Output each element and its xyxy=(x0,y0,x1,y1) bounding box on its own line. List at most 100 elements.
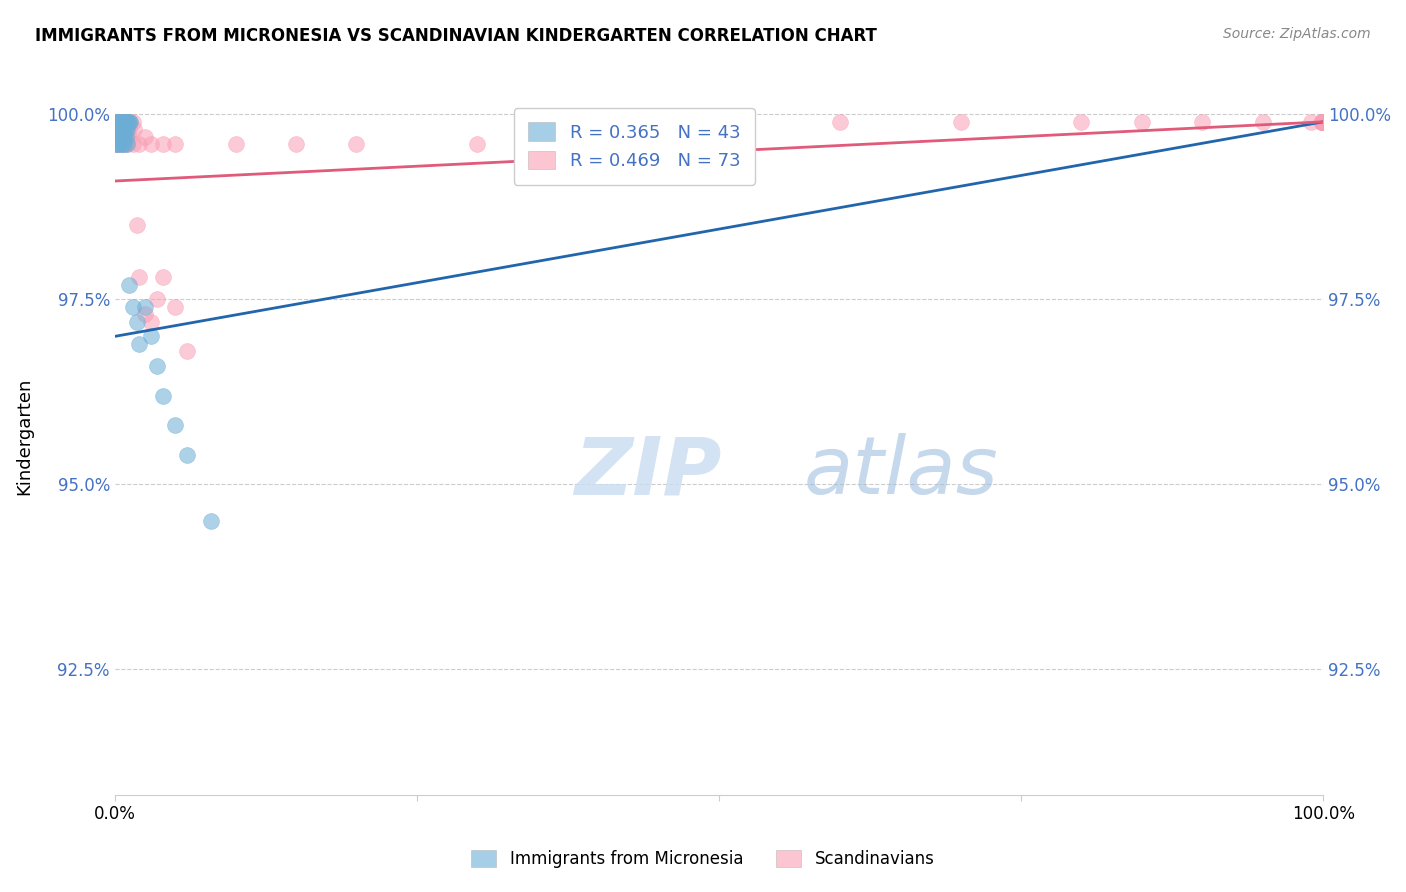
Point xyxy=(111,122,134,136)
Point xyxy=(128,136,150,151)
Point xyxy=(110,122,132,136)
Point xyxy=(108,115,131,129)
Point xyxy=(139,329,162,343)
Text: ZIP: ZIP xyxy=(574,434,721,511)
Y-axis label: Kindergarten: Kindergarten xyxy=(15,377,32,495)
Point xyxy=(114,129,136,144)
Point xyxy=(117,115,139,129)
Point xyxy=(105,115,128,129)
Point xyxy=(118,115,141,129)
Point xyxy=(107,129,129,144)
Point xyxy=(200,514,222,528)
Text: atlas: atlas xyxy=(804,434,998,511)
Point xyxy=(165,418,187,433)
Point xyxy=(125,315,148,329)
Point xyxy=(1310,115,1333,129)
Point xyxy=(285,136,308,151)
Point xyxy=(111,115,134,129)
Point xyxy=(112,136,135,151)
Point xyxy=(117,115,139,129)
Point xyxy=(110,122,132,136)
Point xyxy=(104,115,127,129)
Point xyxy=(139,136,162,151)
Point xyxy=(108,122,131,136)
Point xyxy=(111,122,134,136)
Point xyxy=(114,115,136,129)
Point xyxy=(112,129,135,144)
Point xyxy=(1310,115,1333,129)
Point xyxy=(828,115,851,129)
Point xyxy=(105,122,128,136)
Point xyxy=(105,136,128,151)
Point xyxy=(134,307,156,321)
Point xyxy=(115,136,138,151)
Point xyxy=(1070,115,1092,129)
Point xyxy=(112,115,135,129)
Point xyxy=(346,136,368,151)
Point xyxy=(112,115,135,129)
Point xyxy=(118,122,141,136)
Point xyxy=(134,300,156,314)
Point xyxy=(104,115,127,129)
Point xyxy=(128,270,150,285)
Text: IMMIGRANTS FROM MICRONESIA VS SCANDINAVIAN KINDERGARTEN CORRELATION CHART: IMMIGRANTS FROM MICRONESIA VS SCANDINAVI… xyxy=(35,27,877,45)
Point xyxy=(115,136,138,151)
Point xyxy=(1310,115,1333,129)
Point xyxy=(115,115,138,129)
Point xyxy=(112,136,135,151)
Point xyxy=(1310,115,1333,129)
Point xyxy=(107,122,129,136)
Point xyxy=(165,136,187,151)
Point xyxy=(120,115,142,129)
Text: Source: ZipAtlas.com: Source: ZipAtlas.com xyxy=(1223,27,1371,41)
Point xyxy=(1310,115,1333,129)
Point xyxy=(108,136,131,151)
Point xyxy=(176,344,198,359)
Point xyxy=(176,448,198,462)
Point xyxy=(1310,115,1333,129)
Point xyxy=(1310,115,1333,129)
Point xyxy=(118,129,141,144)
Point xyxy=(110,129,132,144)
Point xyxy=(707,115,730,129)
Point xyxy=(1191,115,1213,129)
Point xyxy=(107,129,129,144)
Point xyxy=(1251,115,1274,129)
Point xyxy=(128,336,150,351)
Point xyxy=(105,115,128,129)
Point xyxy=(122,115,145,129)
Point xyxy=(225,136,247,151)
Point xyxy=(122,300,145,314)
Point xyxy=(122,136,145,151)
Point xyxy=(118,277,141,292)
Point xyxy=(1310,115,1333,129)
Point xyxy=(114,122,136,136)
Point xyxy=(107,115,129,129)
Point xyxy=(111,136,134,151)
Legend: R = 0.365   N = 43, R = 0.469   N = 73: R = 0.365 N = 43, R = 0.469 N = 73 xyxy=(513,108,755,185)
Point xyxy=(111,115,134,129)
Point xyxy=(134,129,156,144)
Point xyxy=(146,359,169,373)
Point xyxy=(107,115,129,129)
Point xyxy=(114,115,136,129)
Point xyxy=(165,300,187,314)
Point xyxy=(120,115,142,129)
Point xyxy=(115,122,138,136)
Point xyxy=(111,136,134,151)
Point xyxy=(465,136,488,151)
Point xyxy=(139,315,162,329)
Point xyxy=(108,122,131,136)
Point xyxy=(108,136,131,151)
Point xyxy=(1310,115,1333,129)
Point xyxy=(152,388,174,402)
Point xyxy=(110,129,132,144)
Point xyxy=(125,219,148,233)
Point xyxy=(104,136,127,151)
Point xyxy=(146,293,169,307)
Point xyxy=(114,129,136,144)
Point xyxy=(112,122,135,136)
Point xyxy=(122,122,145,136)
Point xyxy=(112,122,135,136)
Point xyxy=(105,122,128,136)
